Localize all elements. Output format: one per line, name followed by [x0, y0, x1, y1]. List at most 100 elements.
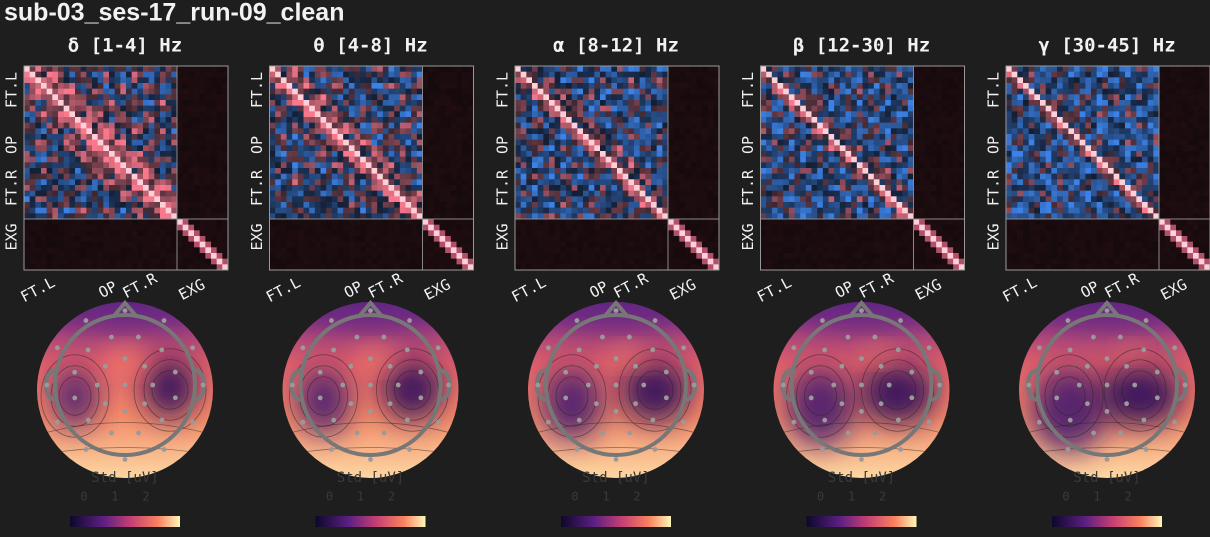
- matrix-cell: [640, 106, 646, 112]
- matrix-cell: [583, 174, 589, 180]
- matrix-cell: [321, 168, 327, 174]
- matrix-cell: [315, 162, 321, 168]
- matrix-cell: [795, 100, 801, 106]
- matrix-cell: [200, 191, 206, 197]
- matrix-cell: [423, 259, 429, 265]
- matrix-cell: [874, 196, 880, 202]
- matrix-cell: [275, 208, 281, 214]
- matrix-cell: [188, 140, 194, 146]
- matrix-cell: [47, 225, 53, 231]
- matrix-cell: [555, 259, 561, 265]
- matrix-cell: [846, 191, 852, 197]
- matrix-cell: [555, 236, 561, 242]
- matrix-cell: [515, 219, 521, 225]
- matrix-cell: [766, 111, 772, 117]
- matrix-cell: [812, 83, 818, 89]
- matrix-cell: [526, 89, 532, 95]
- matrix-cell: [617, 174, 623, 180]
- matrix-cell: [549, 259, 555, 265]
- matrix-cell: [589, 94, 595, 100]
- matrix-cell: [47, 123, 53, 129]
- matrix-cell: [713, 202, 719, 208]
- matrix-cell: [783, 179, 789, 185]
- matrix-cell: [623, 225, 629, 231]
- matrix-cell: [594, 196, 600, 202]
- matrix-cell: [674, 168, 680, 174]
- matrix-cell: [600, 168, 606, 174]
- matrix-cell: [411, 111, 417, 117]
- matrix-cell: [217, 100, 223, 106]
- matrix-cell: [149, 236, 155, 242]
- matrix-cell: [58, 168, 64, 174]
- matrix-cell: [41, 145, 47, 151]
- matrix-cell: [560, 213, 566, 219]
- matrix-cell: [149, 72, 155, 78]
- matrix-cell: [674, 151, 680, 157]
- matrix-cell: [171, 259, 177, 265]
- matrix-cell: [778, 72, 784, 78]
- matrix-cell: [897, 151, 903, 157]
- matrix-cell: [600, 151, 606, 157]
- matrix-cell: [532, 219, 538, 225]
- matrix-cell: [566, 77, 572, 83]
- matrix-cell: [555, 225, 561, 231]
- matrix-cell: [321, 151, 327, 157]
- matrix-cell: [679, 83, 685, 89]
- matrix-cell: [834, 77, 840, 83]
- matrix-cell: [103, 89, 109, 95]
- matrix-cell: [880, 66, 886, 72]
- matrix-cell: [532, 236, 538, 242]
- matrix-cell: [383, 179, 389, 185]
- matrix-cell: [560, 72, 566, 78]
- matrix-cell: [919, 140, 925, 146]
- matrix-cell: [217, 236, 223, 242]
- matrix-cell: [177, 208, 183, 214]
- matrix-cell: [154, 77, 160, 83]
- matrix-cell: [411, 168, 417, 174]
- matrix-cell: [931, 94, 937, 100]
- matrix-cell: [696, 83, 702, 89]
- matrix-cell: [298, 162, 304, 168]
- matrix-cell: [64, 140, 70, 146]
- matrix-cell: [560, 242, 566, 248]
- matrix-cell: [874, 117, 880, 123]
- matrix-cell: [948, 94, 954, 100]
- matrix-cell: [389, 128, 395, 134]
- matrix-cell: [298, 89, 304, 95]
- matrix-cell: [343, 236, 349, 242]
- matrix-cell: [583, 253, 589, 259]
- matrix-cell: [628, 123, 634, 129]
- matrix-cell: [126, 72, 132, 78]
- matrix-cell: [549, 145, 555, 151]
- matrix-cell: [75, 208, 81, 214]
- matrix-cell: [806, 94, 812, 100]
- matrix-cell: [177, 123, 183, 129]
- matrix-cell: [137, 128, 143, 134]
- matrix-cell: [86, 100, 92, 106]
- matrix-cell: [52, 225, 58, 231]
- matrix-cell: [143, 123, 149, 129]
- matrix-cell: [526, 236, 532, 242]
- matrix-cell: [789, 202, 795, 208]
- y-axis-label: EXG: [248, 223, 266, 250]
- matrix-cell: [594, 242, 600, 248]
- matrix-cell: [445, 230, 451, 236]
- matrix-cell: [555, 72, 561, 78]
- matrix-cell: [628, 259, 634, 265]
- matrix-cell: [81, 134, 87, 140]
- matrix-cell: [154, 208, 160, 214]
- matrix-cell: [98, 83, 104, 89]
- matrix-cell: [211, 123, 217, 129]
- matrix-cell: [783, 111, 789, 117]
- matrix-cell: [86, 253, 92, 259]
- matrix-cell: [81, 225, 87, 231]
- matrix-cell: [171, 230, 177, 236]
- matrix-cell: [611, 117, 617, 123]
- matrix-cell: [349, 117, 355, 123]
- matrix-cell: [560, 253, 566, 259]
- matrix-cell: [281, 264, 287, 270]
- matrix-cell: [103, 264, 109, 270]
- matrix-cell: [594, 89, 600, 95]
- matrix-cell: [919, 106, 925, 112]
- matrix-cell: [126, 213, 132, 219]
